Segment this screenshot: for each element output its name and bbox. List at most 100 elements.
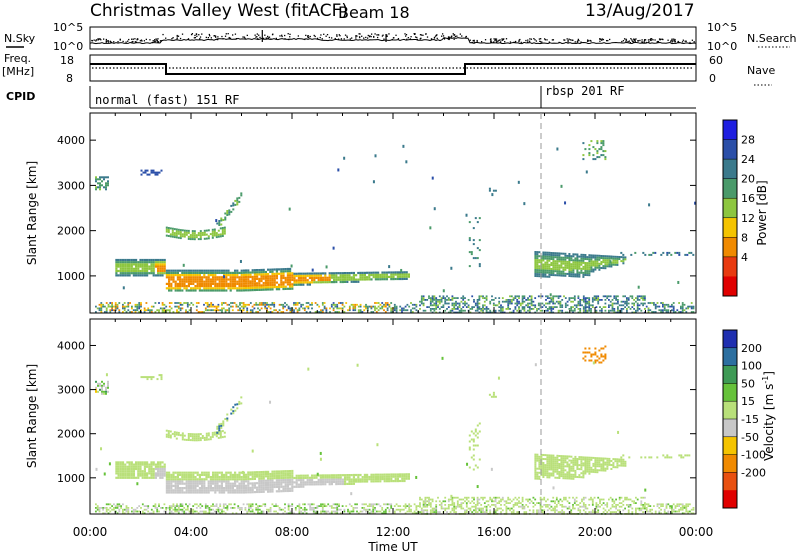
range-gate-cell	[185, 311, 187, 313]
range-gate-cell	[163, 263, 166, 266]
range-gate-cell	[121, 472, 125, 475]
range-gate-cell	[137, 465, 140, 468]
nsearch-dot	[229, 37, 232, 39]
range-gate-cell	[262, 275, 265, 278]
range-gate-cell	[126, 470, 129, 473]
range-gate-cell	[204, 307, 207, 310]
range-gate-cell	[480, 308, 483, 310]
range-gate-cell	[192, 280, 195, 283]
range-gate-cell	[577, 308, 580, 310]
range-gate-cell	[253, 284, 256, 287]
range-gate-cell	[572, 457, 575, 460]
range-gate-cell	[282, 481, 285, 484]
range-gate-cell	[247, 478, 250, 481]
range-gate-cell	[636, 304, 639, 307]
range-gate-cell	[584, 262, 587, 264]
range-gate-cell	[582, 265, 585, 268]
range-gate-cell	[213, 505, 216, 507]
range-gate-cell	[187, 274, 190, 277]
range-gate-cell	[431, 308, 434, 310]
range-gate-cell	[187, 484, 190, 487]
range-gate-cell	[534, 251, 537, 253]
range-gate-cell	[266, 302, 268, 304]
range-gate-cell	[181, 508, 184, 511]
range-gate-cell	[96, 507, 99, 509]
range-gate-cell	[212, 278, 215, 281]
nsearch-dot	[625, 40, 627, 42]
range-gate-cell	[234, 489, 237, 492]
range-gate-cell	[302, 307, 304, 310]
range-gate-cell	[560, 264, 563, 267]
range-gate-cell	[289, 267, 292, 271]
range-gate-cell	[137, 472, 140, 475]
range-gate-cell	[447, 302, 450, 305]
range-gate-cell	[113, 508, 115, 511]
range-gate-cell	[584, 466, 587, 469]
range-gate-cell	[245, 273, 248, 276]
range-gate-cell	[209, 478, 212, 481]
range-gate-cell	[542, 464, 545, 466]
range-gate-cell	[568, 297, 571, 299]
range-gate-cell	[206, 505, 209, 507]
range-gate-cell	[173, 236, 176, 239]
range-gate-cell	[604, 257, 607, 260]
range-gate-cell	[245, 282, 248, 285]
range-gate-cell	[181, 503, 184, 506]
range-gate-cell	[170, 289, 173, 292]
range-gate-cell	[379, 303, 382, 306]
range-gate-cell	[586, 297, 589, 299]
range-gate-cell	[449, 299, 452, 301]
range-gate-cell	[598, 264, 601, 267]
colorbar-tick-label: 28	[741, 134, 755, 147]
range-gate-cell	[181, 471, 184, 474]
range-gate-cell	[172, 280, 175, 283]
range-gate-cell	[267, 268, 270, 271]
range-gate-cell	[375, 307, 378, 310]
range-gate-cell	[372, 311, 375, 313]
range-gate-cell	[234, 282, 237, 285]
power-cbar-label: Power [dB]	[755, 180, 769, 245]
range-gate-cell	[203, 311, 205, 313]
range-gate-cell	[500, 306, 502, 308]
range-gate-cell	[546, 309, 549, 312]
range-gate-cell	[580, 255, 583, 258]
range-gate-cell	[234, 403, 237, 406]
range-gate-cell	[689, 305, 691, 308]
range-gate-cell	[622, 464, 625, 467]
range-gate-cell	[482, 297, 484, 299]
range-gate-cell	[596, 471, 599, 474]
range-gate-cell	[282, 303, 285, 306]
range-gate-cell	[282, 485, 285, 488]
range-gate-cell	[247, 491, 250, 494]
range-gate-cell	[303, 309, 306, 312]
range-gate-cell	[152, 474, 155, 477]
range-gate-cell	[654, 311, 657, 313]
range-gate-cell	[337, 278, 340, 281]
nsearch-dot	[633, 39, 635, 41]
range-gate-cell	[141, 274, 144, 277]
cpid-strip: CPID normal (fast) 151 RF rbsp 201 RF	[6, 84, 696, 109]
range-gate-cell	[229, 282, 232, 285]
range-gate-cell	[476, 306, 479, 308]
nsearch-dot	[334, 37, 336, 40]
range-gate-cell	[383, 477, 386, 481]
range-gate-cell	[237, 505, 240, 507]
range-gate-cell	[126, 465, 129, 468]
range-gate-cell	[97, 178, 99, 181]
range-gate-cell	[122, 503, 124, 506]
range-gate-cell	[478, 239, 481, 242]
range-gate-cell	[240, 478, 243, 481]
range-gate-cell	[435, 302, 438, 305]
range-gate-cell	[212, 512, 214, 515]
range-gate-cell	[608, 457, 611, 460]
range-gate-cell	[101, 184, 103, 187]
range-gate-cell	[577, 295, 580, 298]
range-gate-cell	[264, 275, 267, 278]
range-gate-cell	[183, 487, 186, 490]
range-gate-cell	[548, 474, 551, 477]
range-gate-cell	[624, 256, 627, 259]
range-gate-cell	[284, 476, 287, 479]
range-gate-cell	[209, 289, 212, 292]
range-gate-cell	[223, 230, 226, 233]
range-gate-cell	[602, 259, 605, 262]
